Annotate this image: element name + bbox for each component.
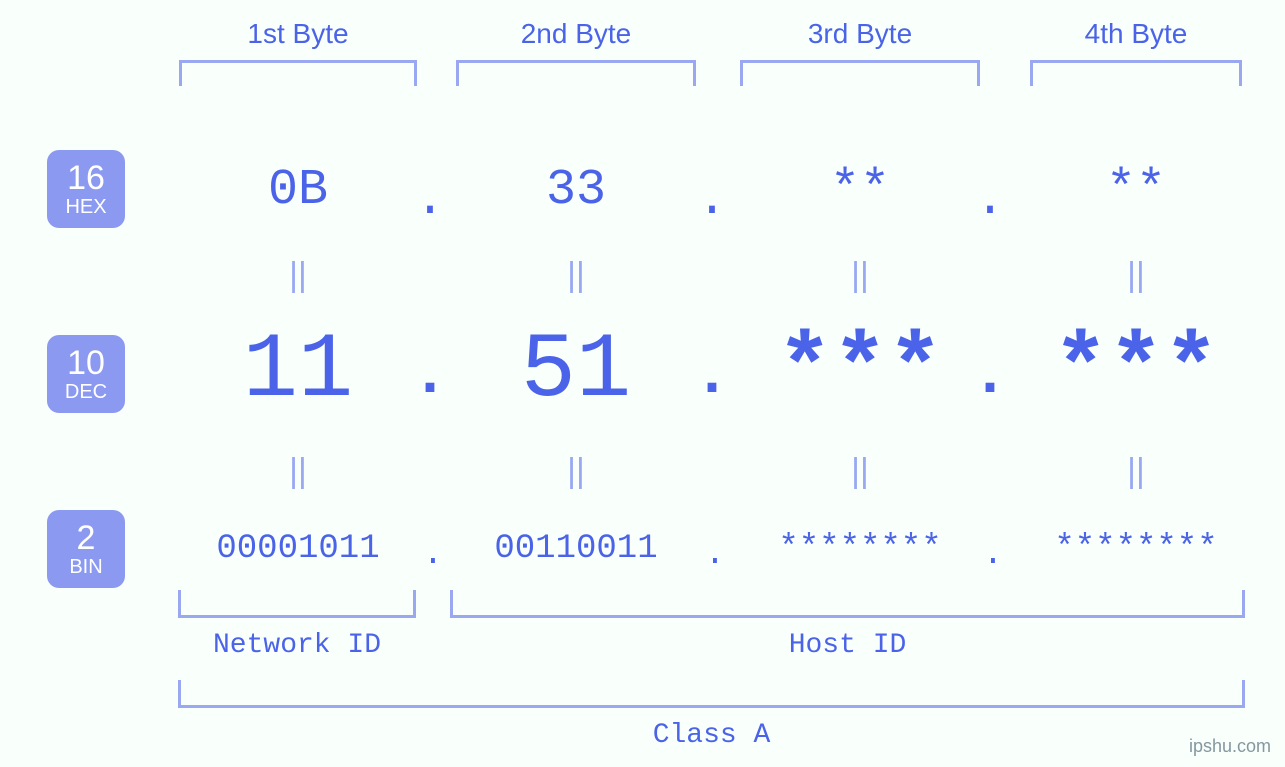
badge-bin: 2 BIN <box>47 510 125 588</box>
dec-byte-4: *** <box>1016 318 1256 423</box>
dec-byte-2: 51 <box>456 318 696 423</box>
dec-dot-3: . <box>968 340 1012 411</box>
dec-dot-2: . <box>690 340 734 411</box>
badge-dec-num: 10 <box>67 346 105 380</box>
badge-hex: 16 HEX <box>47 150 125 228</box>
diagram-root: 1st Byte 2nd Byte 3rd Byte 4th Byte 16 H… <box>0 0 1285 767</box>
bin-dot-2: . <box>700 536 730 574</box>
network-id-bracket <box>178 590 416 618</box>
byte-header-3: 3rd Byte <box>740 18 980 50</box>
badge-hex-num: 16 <box>67 161 105 195</box>
bin-byte-2: 00110011 <box>446 530 706 568</box>
host-id-bracket <box>450 590 1245 618</box>
eq-2-1: || <box>278 452 318 491</box>
eq-1-4: || <box>1116 256 1156 295</box>
byte-header-4: 4th Byte <box>1016 18 1256 50</box>
eq-2-2: || <box>556 452 596 491</box>
watermark: ipshu.com <box>1189 736 1271 757</box>
byte-header-2: 2nd Byte <box>456 18 696 50</box>
byte-bracket-4 <box>1030 60 1242 86</box>
bin-byte-4: ******** <box>1006 530 1266 568</box>
dec-dot-1: . <box>408 340 452 411</box>
byte-bracket-2 <box>456 60 696 86</box>
badge-bin-num: 2 <box>77 521 96 555</box>
eq-1-2: || <box>556 256 596 295</box>
class-bracket <box>178 680 1245 708</box>
eq-2-4: || <box>1116 452 1156 491</box>
hex-dot-2: . <box>692 172 732 229</box>
byte-bracket-3 <box>740 60 980 86</box>
network-id-label: Network ID <box>178 630 416 661</box>
byte-header-1: 1st Byte <box>178 18 418 50</box>
badge-bin-txt: BIN <box>69 557 102 577</box>
hex-dot-3: . <box>970 172 1010 229</box>
bin-dot-3: . <box>978 536 1008 574</box>
hex-byte-1: 0B <box>178 162 418 219</box>
bin-byte-3: ******** <box>730 530 990 568</box>
badge-dec: 10 DEC <box>47 335 125 413</box>
badge-dec-txt: DEC <box>65 382 107 402</box>
badge-hex-txt: HEX <box>65 197 106 217</box>
hex-byte-4: ** <box>1016 162 1256 219</box>
dec-byte-1: 11 <box>178 318 418 423</box>
class-label: Class A <box>178 720 1245 751</box>
byte-bracket-1 <box>179 60 417 86</box>
dec-byte-3: *** <box>740 318 980 423</box>
bin-byte-1: 00001011 <box>168 530 428 568</box>
eq-2-3: || <box>840 452 880 491</box>
hex-byte-3: ** <box>740 162 980 219</box>
hex-byte-2: 33 <box>456 162 696 219</box>
hex-dot-1: . <box>410 172 450 229</box>
host-id-label: Host ID <box>450 630 1245 661</box>
eq-1-1: || <box>278 256 318 295</box>
bin-dot-1: . <box>418 536 448 574</box>
eq-1-3: || <box>840 256 880 295</box>
